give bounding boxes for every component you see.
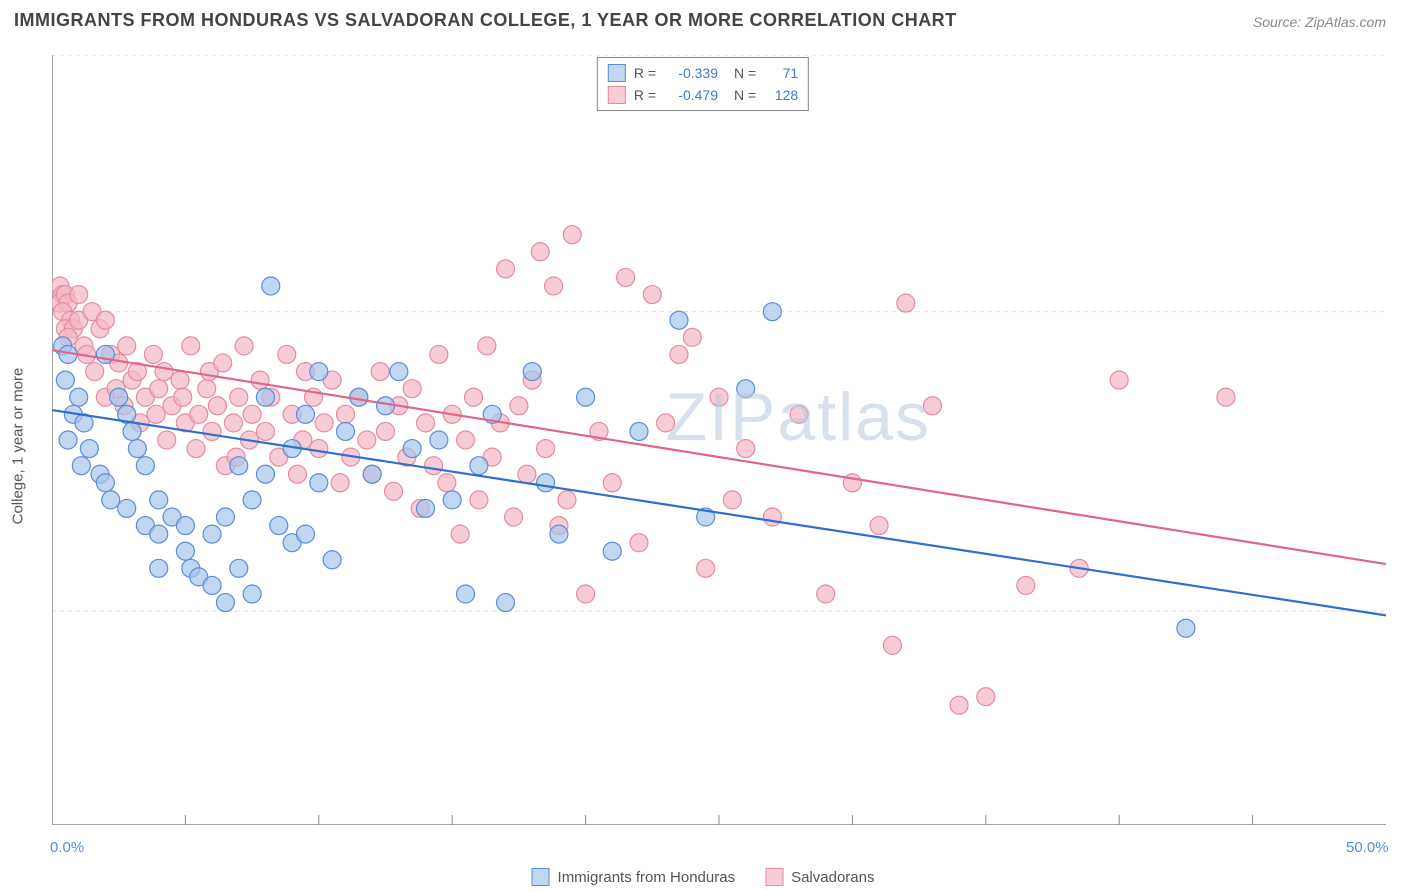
y-axis-label: College, 1 year or more — [10, 368, 27, 525]
source-label: Source: ZipAtlas.com — [1253, 14, 1386, 30]
legend-series: Immigrants from Honduras Salvadorans — [532, 868, 875, 886]
x-tick-label: 50.0% — [1346, 839, 1389, 856]
legend-item-honduras: Immigrants from Honduras — [532, 868, 736, 886]
chart-title: IMMIGRANTS FROM HONDURAS VS SALVADORAN C… — [14, 10, 957, 31]
x-tick-label: 0.0% — [50, 839, 84, 856]
chart-area: ZIPatlas 20.0%40.0%60.0%80.0%0.0%50.0% — [52, 55, 1386, 825]
legend-swatch-icon — [765, 868, 783, 886]
legend-swatch-icon — [532, 868, 550, 886]
legend-label: Salvadorans — [791, 869, 874, 886]
legend-label: Immigrants from Honduras — [558, 869, 736, 886]
legend-item-salvadorans: Salvadorans — [765, 868, 874, 886]
scatter-plot — [52, 55, 1386, 825]
